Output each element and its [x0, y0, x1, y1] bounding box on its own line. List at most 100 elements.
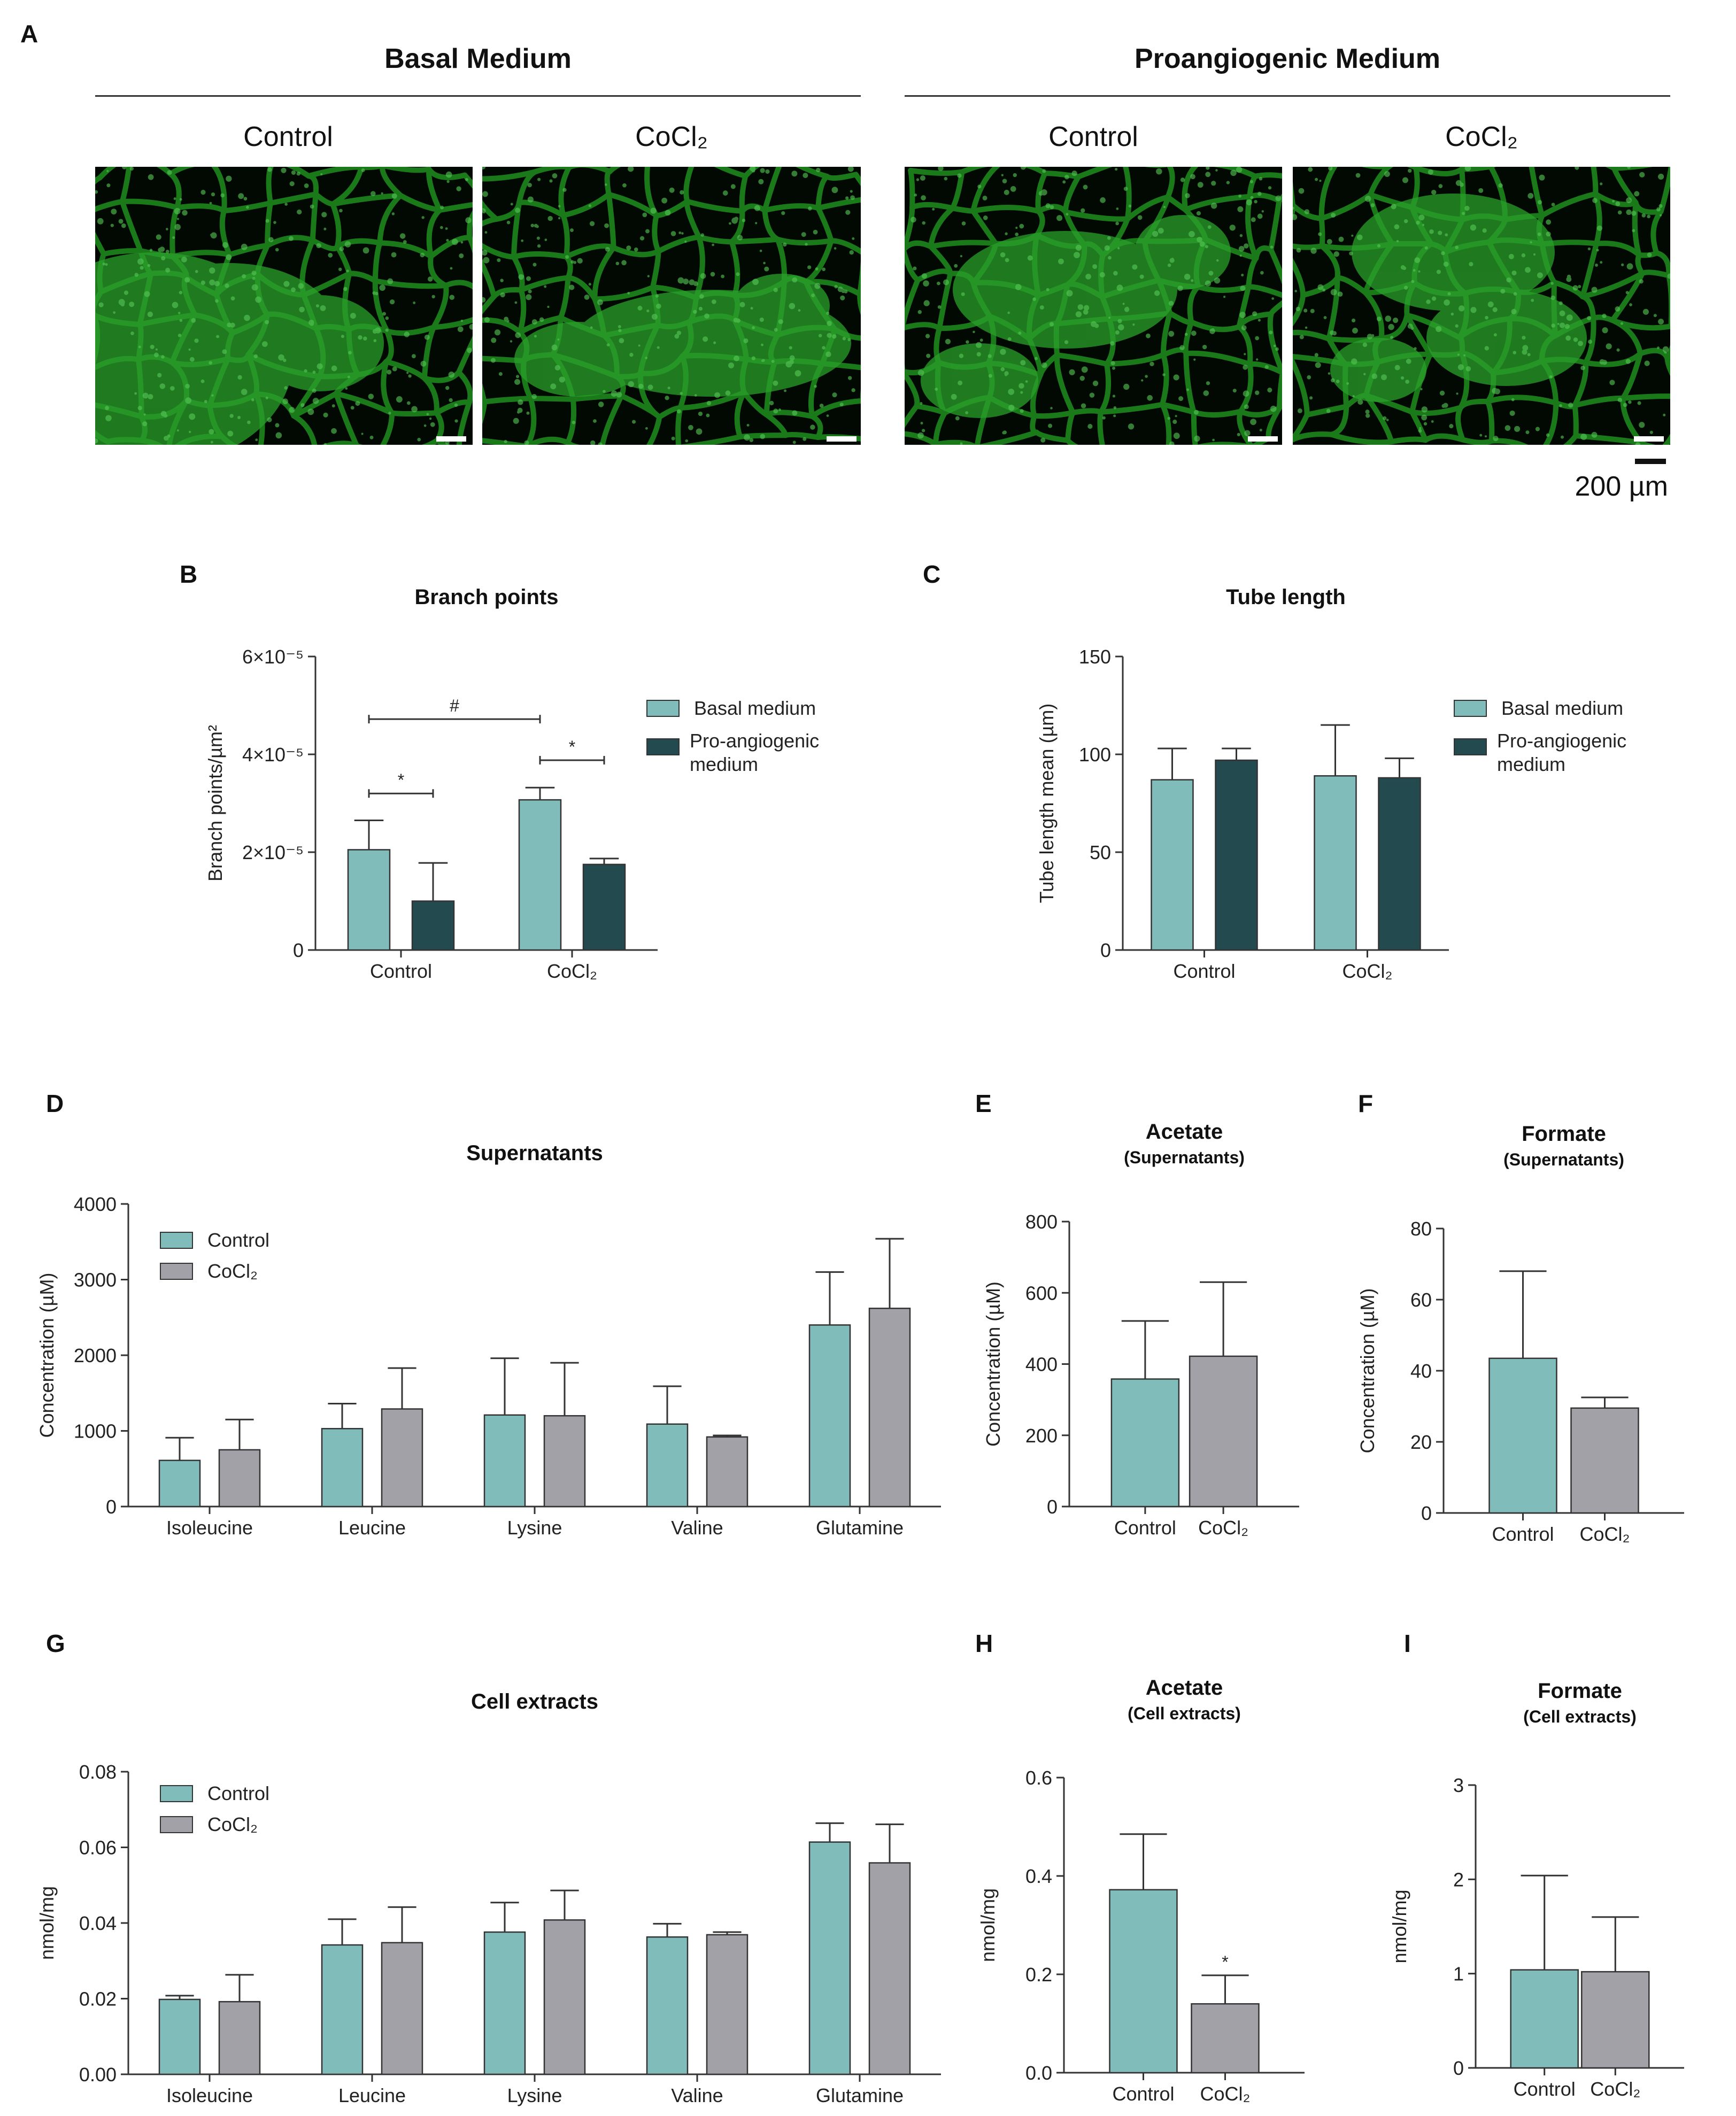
tube-segment: [1191, 409, 1198, 445]
speckle: [1163, 205, 1166, 208]
speckle: [147, 311, 153, 318]
speckle: [1365, 410, 1370, 414]
speckle: [497, 258, 501, 262]
speckle: [1376, 316, 1382, 321]
speckle: [524, 440, 529, 445]
speckle: [655, 294, 659, 298]
speckle: [161, 355, 165, 359]
speckle: [638, 344, 641, 347]
speckle: [982, 195, 987, 200]
speckle: [417, 437, 421, 442]
speckle: [923, 280, 929, 287]
tube-segment: [1183, 350, 1253, 367]
speckle: [1257, 213, 1263, 219]
speckle: [498, 372, 503, 376]
speckle: [1293, 214, 1298, 220]
speckle: [1647, 214, 1650, 219]
speckle: [1319, 180, 1322, 182]
bar-control: [1510, 1874, 1579, 2069]
speckle: [1104, 245, 1110, 251]
speckle: [1338, 236, 1344, 242]
bar-rect: [646, 1936, 689, 2075]
speckle: [1364, 196, 1371, 202]
speckle: [1172, 419, 1177, 424]
speckle: [1310, 248, 1317, 254]
speckle: [1256, 358, 1259, 361]
tube-segment: [330, 201, 342, 249]
speckle: [1205, 245, 1208, 249]
bar-cocl-: [543, 1362, 586, 1508]
speckle: [500, 279, 504, 282]
chart-branch-points: B Branch points 0 2×10⁻⁵ 4×10⁻⁵ 6×10⁻⁵ Branch …: [180, 560, 819, 982]
speckle: [220, 193, 225, 198]
speckle: [527, 183, 532, 188]
bar-rect: [518, 799, 562, 951]
speckle: [1267, 387, 1272, 393]
speckle: [179, 319, 183, 322]
speckle: [554, 365, 560, 370]
bar-rect: [582, 863, 626, 951]
speckle: [1587, 247, 1591, 251]
speckle: [1239, 254, 1242, 257]
speckle: [130, 331, 134, 335]
tube-segment: [853, 172, 861, 187]
speckle: [781, 211, 785, 215]
tube-segment: [1572, 395, 1626, 408]
speckle: [1550, 295, 1555, 300]
speckle: [200, 190, 206, 195]
bar-control: [808, 1271, 851, 1508]
speckle: [1168, 300, 1174, 306]
speckle: [840, 295, 845, 300]
speckle: [241, 389, 248, 395]
speckle: [1237, 433, 1240, 436]
speckle: [778, 319, 783, 325]
bar-rect: [321, 1428, 364, 1508]
speckle: [1591, 431, 1598, 438]
tube-segment: [119, 198, 180, 211]
speckle: [811, 294, 815, 297]
speckle: [1362, 342, 1368, 347]
speckle: [1185, 193, 1190, 198]
speckle: [773, 380, 778, 386]
tube-segment: [1572, 360, 1589, 408]
speckle: [1092, 380, 1099, 387]
speckle: [544, 285, 547, 288]
speckle: [1333, 251, 1339, 257]
speckle: [988, 374, 992, 378]
speckle: [1600, 261, 1603, 264]
x-tick-label: Control: [1112, 2083, 1174, 2105]
speckle: [265, 219, 269, 223]
tube-segment: [905, 248, 921, 283]
speckle: [1441, 251, 1445, 256]
speckle: [1620, 322, 1624, 325]
tube-segment: [169, 205, 180, 259]
tube-segment: [1318, 192, 1373, 221]
speckle: [744, 434, 750, 441]
speckle: [814, 283, 821, 289]
tube-segment: [524, 396, 537, 445]
speckle: [1308, 167, 1313, 172]
speckle: [261, 341, 268, 347]
speckle: [725, 390, 731, 396]
tube-segment: [1183, 319, 1194, 357]
speckle: [430, 422, 435, 427]
speckle: [1656, 207, 1661, 212]
speckle: [1081, 208, 1085, 213]
speckle: [917, 310, 922, 314]
speckle: [440, 226, 443, 229]
speckle: [369, 435, 374, 439]
tube-segment: [482, 259, 497, 299]
speckle: [588, 204, 592, 207]
speckle: [513, 418, 519, 424]
tube-segment: [1638, 347, 1670, 361]
tube-segment: [1160, 352, 1169, 407]
chart-title: Formate: [1522, 1122, 1606, 1146]
tube-segment: [333, 391, 395, 416]
speckle: [1418, 270, 1421, 273]
speckle: [1390, 336, 1394, 339]
speckle: [1617, 397, 1623, 403]
group-rule-basal: [95, 95, 861, 97]
speckle: [273, 221, 276, 224]
speckle: [1169, 258, 1175, 263]
tube-segment: [381, 359, 395, 416]
